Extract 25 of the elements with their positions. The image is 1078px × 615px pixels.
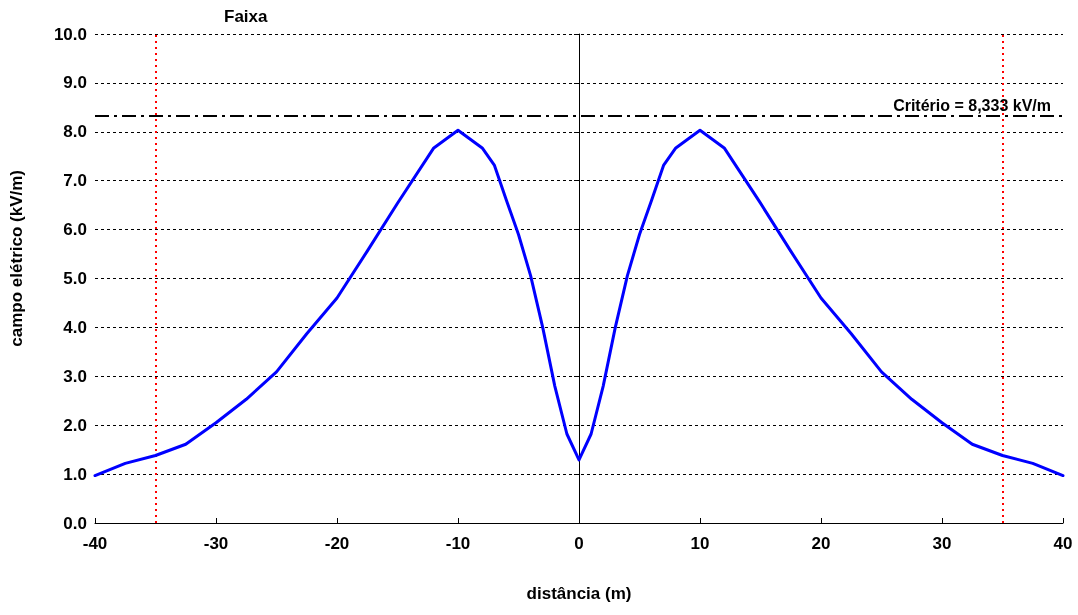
line-series bbox=[93, 128, 1065, 478]
y-tick-label: 9.0 bbox=[63, 73, 87, 93]
y-tick-label: 2.0 bbox=[63, 415, 87, 435]
y-tick-label: 10.0 bbox=[53, 24, 87, 44]
y-tick-label: 3.0 bbox=[63, 366, 87, 386]
y-tick-label: 0.0 bbox=[63, 513, 87, 533]
x-tick-label: 10 bbox=[690, 534, 710, 553]
x-tick-label: 30 bbox=[932, 534, 952, 553]
y-tick-label: 5.0 bbox=[63, 269, 87, 288]
x-tick-label: 0 bbox=[574, 534, 584, 553]
y-tick-label: 7.0 bbox=[63, 171, 87, 191]
x-tick-label: -40 bbox=[82, 534, 108, 553]
y-tick-label: 6.0 bbox=[63, 220, 87, 240]
y-tick-label: 1.0 bbox=[63, 464, 87, 484]
x-tick-label: -30 bbox=[203, 534, 229, 553]
y-axis-title: campo elétrico (kV/m) bbox=[7, 169, 26, 347]
x-tick-label: 40 bbox=[1053, 534, 1073, 553]
text: Faixa bbox=[224, 7, 269, 26]
x-tick-label: -20 bbox=[324, 534, 350, 553]
y-tick-label: 8.0 bbox=[63, 122, 87, 142]
x-tick-label: 20 bbox=[811, 534, 831, 553]
ref-line-label: Critério = 8,333 kV/m bbox=[893, 97, 1051, 115]
x-tick-label: -10 bbox=[445, 534, 471, 553]
y-tick-label: 4.0 bbox=[63, 317, 87, 337]
x-axis-title: distância (m) bbox=[526, 584, 632, 603]
